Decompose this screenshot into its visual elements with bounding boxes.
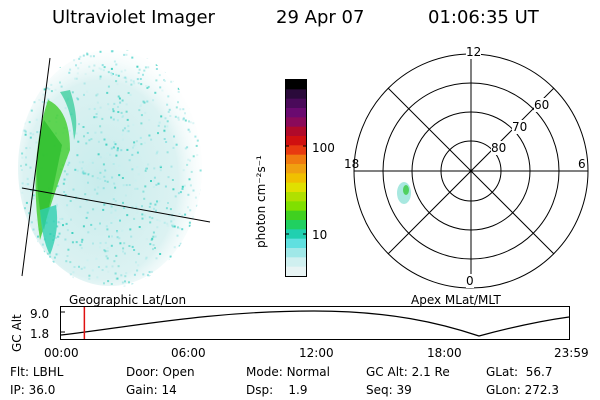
time-tick-0000: 00:00	[44, 346, 79, 360]
mlt-label-6: 6	[578, 157, 586, 171]
polar-aurora-patch	[397, 182, 411, 204]
meridian-line	[21, 57, 51, 277]
mlt-label-18: 18	[344, 157, 360, 171]
colorbar-swatch	[286, 182, 306, 193]
colorbar-swatch	[286, 80, 306, 90]
colorbar-tick-10: 10	[312, 228, 328, 242]
mlt-label-12: 12	[466, 45, 482, 59]
seq-info: Seq: 39	[366, 383, 412, 397]
colorbar-swatch	[286, 126, 306, 137]
glon-info: GLon: 272.3	[486, 383, 559, 397]
earth-disk	[18, 50, 202, 286]
colorbar-swatch	[286, 145, 306, 156]
colorbar-swatch	[286, 164, 306, 174]
colorbar-swatch	[286, 192, 306, 202]
colorbar-unit-label: photon cm⁻²s⁻¹	[254, 155, 268, 248]
colorbar-swatch	[286, 201, 306, 212]
colorbar-swatch	[286, 257, 306, 268]
time-tick-1200: 12:00	[299, 346, 334, 360]
glon-value: 272.3	[524, 383, 559, 397]
glat-value: 56.7	[525, 365, 553, 379]
filter-value: LBHL	[32, 365, 64, 379]
time-tick-1800: 18:00	[427, 346, 462, 360]
latitude-line	[21, 187, 211, 223]
timeline-ymax: 9.0	[30, 307, 50, 321]
colorbar-scale	[286, 80, 306, 277]
altitude-timeline	[60, 306, 570, 340]
door-value: Open	[162, 365, 195, 379]
colorbar-swatch	[286, 154, 306, 165]
instrument-title: Ultraviolet Imager	[52, 7, 215, 28]
lat-label-70: 70	[512, 120, 528, 134]
mlt-line-diag-2	[387, 87, 555, 255]
gain-info: Gain: 14	[126, 383, 177, 397]
timeline-left-title: Geographic Lat/Lon	[69, 293, 187, 307]
colorbar-swatch	[286, 210, 306, 221]
colorbar-swatch	[286, 117, 306, 128]
glat-info: GLat: 56.7	[486, 365, 553, 379]
aurora-image	[18, 48, 211, 288]
timeline-ylabel: GC Alt	[10, 314, 24, 352]
altitude-curve	[60, 310, 570, 337]
time-tick-2359: 23:59	[554, 346, 589, 360]
ip-value: 36.0	[28, 383, 56, 397]
gcalt-value: 2.1 Re	[411, 365, 450, 379]
lat-label-60: 60	[534, 98, 550, 112]
dsp-info: Dsp: 1.9	[246, 383, 308, 397]
colorbar-swatch	[286, 108, 306, 118]
mode-value: Normal	[286, 365, 330, 379]
colorbar-swatch	[286, 229, 306, 240]
gain-value: 14	[161, 383, 177, 397]
colorbar-swatch	[286, 173, 306, 184]
seq-value: 39	[396, 383, 412, 397]
filter-info: Flt: LBHL	[10, 365, 64, 379]
gcalt-info: GC Alt: 2.1 Re	[366, 365, 450, 379]
lat-label-80: 80	[491, 141, 507, 155]
colorbar	[285, 79, 307, 277]
colorbar-swatch	[286, 98, 306, 109]
colorbar-swatch	[286, 238, 306, 249]
timeline-ymin: 1.8	[30, 327, 50, 341]
colorbar-tick-100: 100	[312, 141, 335, 155]
dsp-value: 1.9	[288, 383, 308, 397]
observation-time: 01:06:35 UT	[428, 7, 539, 28]
colorbar-swatch	[286, 136, 306, 146]
timeline-right-title: Apex MLat/MLT	[411, 293, 501, 307]
time-tick-0600: 06:00	[171, 346, 206, 360]
colorbar-swatch	[286, 266, 306, 277]
colorbar-swatch	[286, 89, 306, 100]
mode-info: Mode: Normal	[246, 365, 330, 379]
timeline-frame	[60, 306, 570, 340]
mlt-label-0: 0	[466, 274, 474, 288]
door-info: Door: Open	[126, 365, 195, 379]
ip-info: IP: 36.0	[10, 383, 56, 397]
colorbar-swatch	[286, 220, 306, 230]
observation-date: 29 Apr 07	[276, 7, 365, 28]
colorbar-swatch	[286, 248, 306, 258]
polar-plot	[353, 53, 589, 289]
auroral-oval-band	[35, 90, 77, 255]
